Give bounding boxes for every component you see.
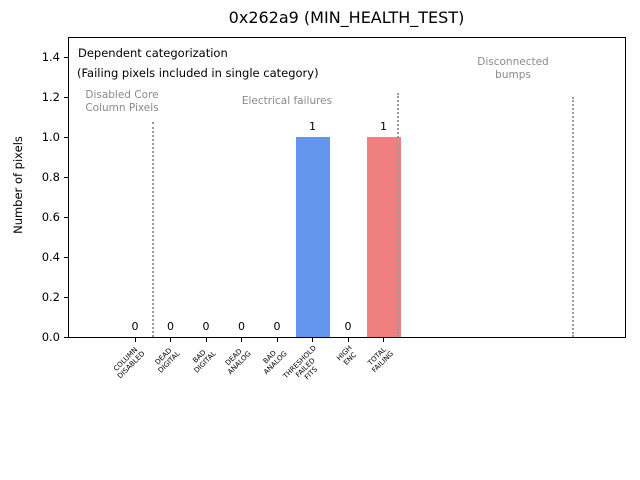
bar-value-label: 1 [380,120,387,133]
x-tick-mark [134,338,136,342]
bar-value-label: 0 [273,320,281,333]
y-tick-mark [64,216,68,218]
y-tick-label: 0.6 [41,210,60,224]
x-tick-label: THRESHOLD FAILED FITS [281,344,320,382]
bar-value-label: 0 [131,320,139,333]
y-tick-label: 0.8 [41,170,60,184]
y-tick-label: 1.4 [41,50,60,64]
bar-value-label: 0 [202,320,210,333]
chart-title: 0x262a9 (MIN_HEALTH_TEST) [228,8,465,27]
y-tick-label: 1.2 [41,90,60,104]
annotation: Disconnected bumps [477,56,549,82]
x-tick-label: DEAD ANALOG [224,347,253,377]
y-tick-mark [64,136,68,138]
annotation: Dependent categorization [78,46,228,60]
bar [295,137,330,337]
x-tick-label: COLUMN DISABLED [111,345,147,381]
separator-line [152,122,154,337]
x-tick-mark [347,338,349,342]
x-tick-label: HIGH ENC [335,344,359,367]
bar-value-label: 0 [167,320,174,333]
x-tick-label: DEAD DIGITAL [153,346,182,375]
y-tick-label: 0.4 [41,250,60,264]
x-tick-label: TOTAL FAILING [366,345,395,375]
y-tick-mark [64,176,68,178]
y-tick-mark [64,96,68,98]
y-tick-label: 1.0 [41,130,60,144]
bar [366,137,401,337]
y-tick-mark [64,256,68,258]
bar-value-label: 1 [309,120,316,133]
bar-value-label: 0 [344,320,352,333]
separator-line [572,97,574,337]
x-tick-label: BAD DIGITAL [191,348,218,375]
separator-line [397,93,399,337]
x-tick-mark [205,338,207,342]
plot-area [68,37,626,338]
annotation: (Failing pixels included in single categ… [77,66,319,80]
y-tick-mark [64,296,68,298]
y-tick-mark [64,336,68,338]
y-tick-label: 0.0 [41,330,60,344]
x-tick-mark [170,338,171,342]
x-tick-mark [383,338,384,342]
y-tick-label: 0.2 [41,290,60,304]
y-tick-mark [64,56,68,58]
annotation: Electrical failures [241,95,333,107]
x-tick-mark [241,338,242,342]
annotation: Disabled Core Column Pixels [85,89,159,115]
bar-value-label: 0 [238,320,245,333]
x-tick-mark [312,338,313,342]
x-tick-mark [276,338,278,342]
